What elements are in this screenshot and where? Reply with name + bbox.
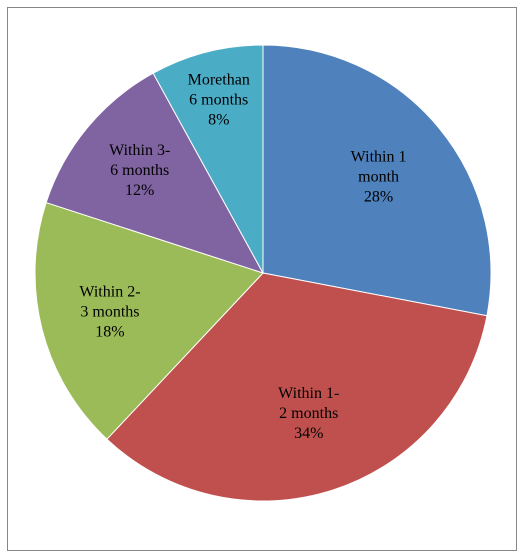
data-label-4: Within 3- 6 months 12%: [109, 142, 170, 199]
data-label-1: Within 1 month 28%: [351, 148, 407, 205]
chart-area: Within 1 month 28% Within 1-2 months 34% With…: [7, 7, 517, 551]
data-label-5: Morethan 6 months 8%: [188, 71, 250, 128]
slice-percent: 18%: [95, 323, 124, 340]
pie-slice-3: [34, 201, 264, 440]
slice-label-line: 6 months: [110, 162, 169, 179]
pie-slice-5: [152, 44, 264, 274]
slice-percent: 12%: [125, 182, 154, 199]
slice-label-line: Within 2-: [79, 283, 140, 300]
slice-label-line: 6 months: [189, 91, 248, 108]
data-label-3: Within 2- 3 months 18%: [79, 283, 140, 340]
slice-label-line: 3 months: [80, 303, 139, 320]
slice-percent: 8%: [208, 111, 229, 128]
data-label-2: Within 1- 2 months 34%: [278, 384, 339, 441]
slice-label-line: month: [358, 168, 399, 185]
pie-chart: Within 1 month 28%Within 1-2 months 34%With…: [34, 44, 492, 502]
slice-label-line: Within 3-: [109, 142, 170, 159]
slice-percent: 34%: [294, 424, 323, 441]
pie-slice-2: [106, 272, 488, 502]
slice-label-line: Within 1: [351, 148, 407, 165]
slice-label-line: Morethan: [188, 71, 250, 88]
slice-percent: 28%: [364, 188, 393, 205]
slice-label-line: Within 1-: [278, 384, 339, 401]
slice-label-line: 2 months: [279, 404, 338, 421]
pie-slice-4: [45, 72, 265, 274]
pie-slice-1: [262, 44, 492, 317]
